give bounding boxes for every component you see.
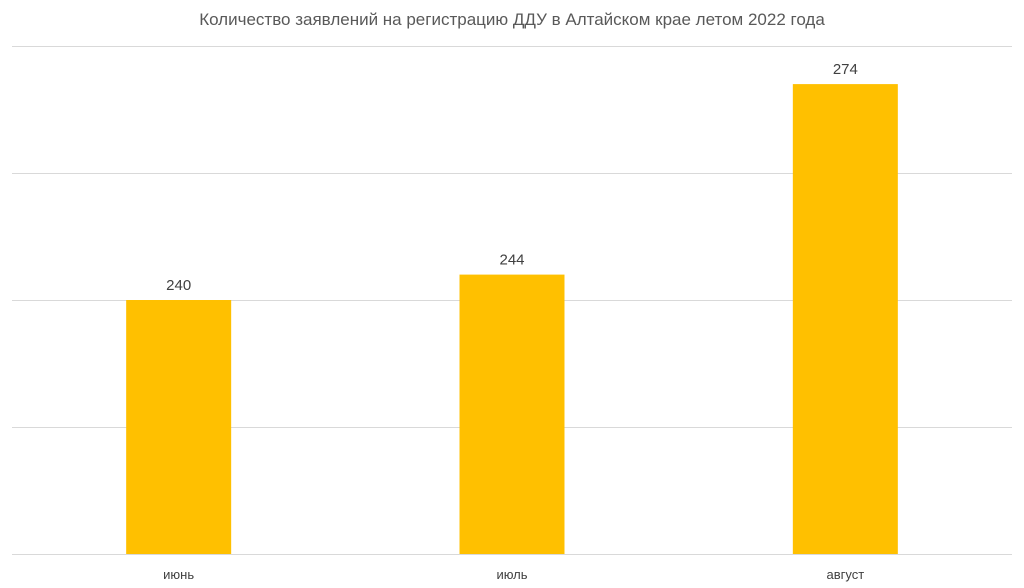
bar-3 <box>792 84 898 554</box>
data-label: 240 <box>166 277 191 294</box>
x-tick-labels: июнь июль август <box>163 567 864 582</box>
x-tick-label: август <box>826 567 864 582</box>
data-labels: 240 244 274 <box>166 61 858 294</box>
bars <box>126 84 898 554</box>
x-tick-label: июнь <box>163 567 194 582</box>
x-tick-label: июль <box>496 567 527 582</box>
bar-1 <box>126 300 232 554</box>
chart-title: Количество заявлений на регистрацию ДДУ … <box>199 10 825 29</box>
data-label: 244 <box>499 252 524 269</box>
data-label: 274 <box>833 61 858 78</box>
bar-2 <box>459 274 565 554</box>
